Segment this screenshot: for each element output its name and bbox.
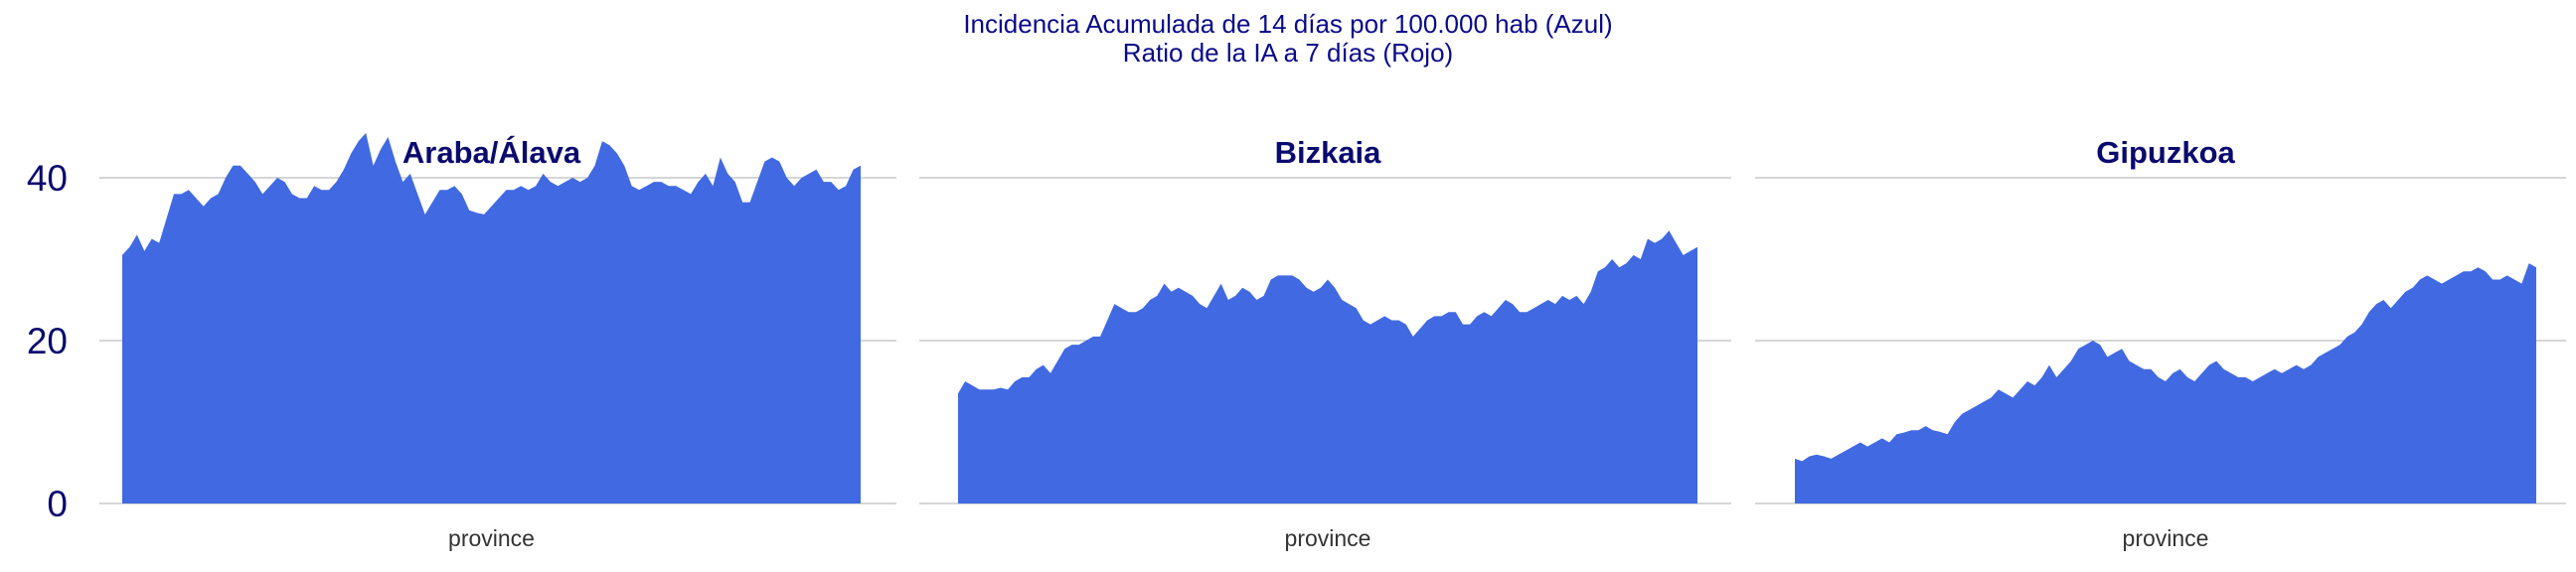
area-series-3	[1795, 263, 2536, 503]
panel-1: Araba/Álava province	[99, 132, 896, 551]
chart-title-line-1: Incidencia Acumulada de 14 días por 100.…	[963, 9, 1612, 39]
area-series-1	[122, 132, 861, 503]
y-tick-label-0: 0	[47, 484, 68, 524]
panel-2: Bizkaia province	[919, 135, 1731, 551]
panel-3: Gipuzkoa province	[1755, 135, 2566, 551]
y-tick-label-40: 40	[27, 158, 68, 199]
x-axis-label-2: province	[1285, 525, 1371, 551]
x-axis-label-1: province	[448, 525, 535, 551]
area-series-2	[958, 230, 1697, 504]
panel-title-3: Gipuzkoa	[2096, 135, 2235, 170]
y-tick-label-20: 20	[27, 321, 68, 361]
chart-title-line-2: Ratio de la IA a 7 días (Rojo)	[1123, 38, 1453, 68]
panel-title-1: Araba/Álava	[402, 135, 581, 170]
x-axis-label-3: province	[2123, 525, 2209, 551]
panel-title-2: Bizkaia	[1275, 135, 1382, 170]
panels-group: Araba/ÁlavaprovinceBizkaiaprovinceGipuzk…	[27, 132, 2566, 551]
